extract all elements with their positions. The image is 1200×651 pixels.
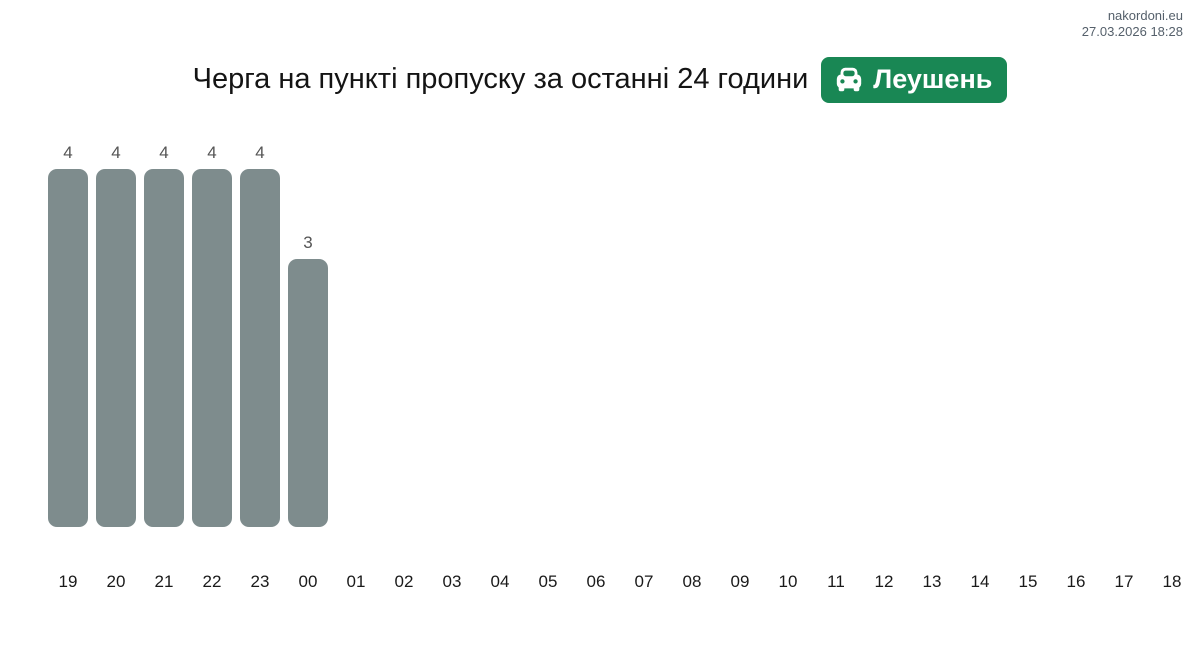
chart-column: 4: [48, 139, 88, 527]
bar[interactable]: [48, 169, 88, 527]
chart-column: [1056, 139, 1096, 527]
x-axis-label: 12: [874, 572, 894, 591]
bar-value-label: 4: [255, 143, 265, 162]
bar-value-label: 3: [303, 232, 313, 252]
x-axis-label: 04: [490, 572, 510, 591]
x-axis-label: 07: [634, 572, 654, 591]
chart-column: [1008, 139, 1048, 527]
page-title: Черга на пункті пропуску за останні 24 г…: [192, 63, 809, 95]
bar[interactable]: [96, 169, 136, 527]
chart-column: [624, 139, 664, 527]
bar-value-label: 4: [63, 143, 73, 162]
chart-column: [432, 139, 472, 527]
bar-value-label: 4: [111, 143, 121, 162]
chart-column: [768, 139, 808, 527]
chart-column: [528, 139, 568, 527]
chart-column: 4: [144, 139, 184, 527]
x-axis-label: 23: [250, 572, 270, 591]
checkpoint-badge[interactable]: Леушень: [821, 56, 1008, 103]
bar[interactable]: [240, 169, 280, 527]
bar[interactable]: [192, 169, 232, 527]
chart-column: [864, 139, 904, 527]
title-row: Черга на пункті пропуску за останні 24 г…: [0, 56, 1200, 103]
x-axis-label: 09: [730, 572, 750, 591]
chart-column: [480, 139, 520, 527]
chart-column: [816, 139, 856, 527]
x-axis-label: 00: [298, 572, 318, 591]
bar-chart: 4 4 4 4 4 3: [48, 139, 1192, 527]
chart-column: [1104, 139, 1144, 527]
chart-column: [912, 139, 952, 527]
chart-column: [720, 139, 760, 527]
x-axis-label: 15: [1018, 572, 1038, 591]
x-axis-label: 01: [346, 572, 366, 591]
x-axis-labels: 19 20 21 22 23 00 01 02 03 04 05 06 07 08 09 10 11 12 13 14…: [48, 571, 1192, 592]
bar-value-label: 4: [159, 143, 169, 162]
chart-column: 4: [192, 139, 232, 527]
chart-column: 3: [288, 139, 328, 527]
chart-column: 4: [240, 139, 280, 527]
x-axis-label: 08: [682, 572, 702, 591]
x-axis-label: 18: [1162, 572, 1182, 591]
x-axis-label: 13: [922, 572, 942, 591]
chart-column: [960, 139, 1000, 527]
chart-column: [672, 139, 712, 527]
x-axis-label: 16: [1066, 572, 1086, 591]
x-axis-label: 10: [778, 572, 798, 591]
x-axis-label: 05: [538, 572, 558, 591]
bar-value-label: 4: [207, 143, 217, 162]
chart-column: [336, 139, 376, 527]
bar[interactable]: [144, 169, 184, 527]
site-name: nakordoni.eu: [1107, 8, 1183, 23]
x-axis-label: 14: [970, 572, 990, 591]
x-axis-label: 06: [586, 572, 606, 591]
x-axis-label: 22: [202, 572, 222, 591]
site-timestamp: 27.03.2026 18:28: [1081, 24, 1183, 39]
checkpoint-badge-label: Леушень: [873, 63, 993, 94]
x-axis-label: 20: [106, 572, 126, 591]
chart-column: [576, 139, 616, 527]
car-front-icon: [834, 64, 864, 94]
x-axis-label: 19: [58, 572, 78, 591]
chart-column: [384, 139, 424, 527]
x-axis-label: 11: [827, 572, 845, 591]
x-axis-label: 17: [1114, 572, 1134, 591]
x-axis-label: 03: [442, 572, 462, 591]
chart-column: [1152, 139, 1192, 527]
x-axis-label: 02: [394, 572, 414, 591]
chart-column: 4: [96, 139, 136, 527]
x-axis-label: 21: [154, 572, 174, 591]
site-info: nakordoni.eu 27.03.2026 18:28: [1082, 8, 1183, 40]
bar[interactable]: [288, 258, 328, 527]
